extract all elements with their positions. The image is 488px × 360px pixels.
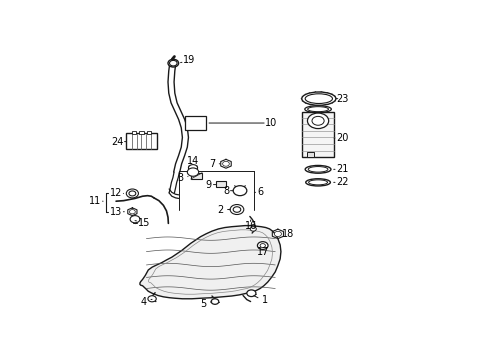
Circle shape [233,207,240,212]
Circle shape [246,290,255,297]
Circle shape [307,113,328,129]
Circle shape [126,189,138,198]
Text: 11: 11 [89,196,101,206]
Circle shape [230,204,244,215]
Text: 8: 8 [223,186,228,196]
Circle shape [211,299,218,304]
Text: 14: 14 [186,156,199,166]
Text: 22: 22 [335,177,348,187]
Bar [301,112,333,157]
Bar [306,152,313,157]
Text: 21: 21 [335,164,348,174]
Circle shape [130,216,140,223]
Bar [146,131,151,134]
Text: 23: 23 [335,94,348,104]
Text: 19: 19 [183,55,195,66]
Circle shape [311,116,324,125]
Circle shape [188,165,197,171]
Text: 7: 7 [208,159,215,169]
Text: 2: 2 [217,204,223,215]
Bar [131,131,136,134]
Ellipse shape [305,94,332,103]
Text: 9: 9 [205,180,212,190]
Circle shape [222,161,229,166]
Text: 17: 17 [256,247,268,257]
Ellipse shape [308,180,327,185]
Circle shape [129,210,135,214]
Text: 13: 13 [110,207,122,217]
Circle shape [233,186,246,195]
Text: 3: 3 [177,174,183,184]
Circle shape [168,59,178,67]
Circle shape [274,231,281,237]
Text: 16: 16 [244,221,256,231]
Ellipse shape [301,92,335,105]
Text: 4: 4 [141,297,146,307]
Text: 10: 10 [265,118,277,128]
Ellipse shape [305,179,330,186]
Circle shape [260,244,265,247]
Bar [190,173,202,179]
Text: 24: 24 [111,136,123,147]
Text: 5: 5 [200,299,206,309]
Circle shape [250,227,256,231]
Text: 20: 20 [335,133,348,143]
Ellipse shape [304,106,331,113]
Polygon shape [140,226,280,299]
Circle shape [147,296,156,302]
Bar [215,181,226,187]
Text: 12: 12 [110,188,122,198]
Text: 18: 18 [281,229,293,239]
Circle shape [187,168,198,176]
Circle shape [257,242,267,249]
Bar [185,116,206,130]
Text: 1: 1 [262,296,267,305]
Ellipse shape [307,167,327,172]
Bar [139,131,143,134]
Circle shape [169,60,177,66]
Bar [126,133,156,149]
Text: 15: 15 [137,218,150,228]
Text: 6: 6 [257,187,263,197]
Ellipse shape [307,107,328,112]
Circle shape [129,191,136,196]
Ellipse shape [305,166,330,173]
